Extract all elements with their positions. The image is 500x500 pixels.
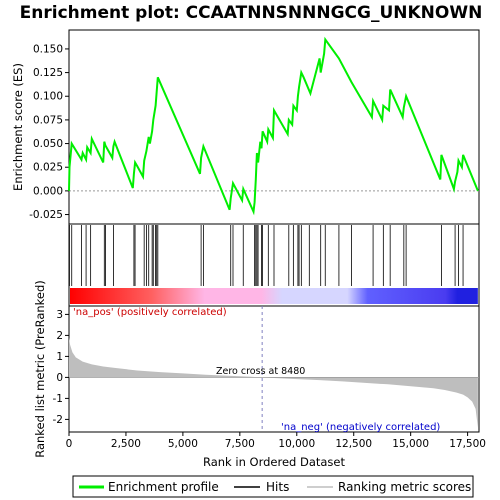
x-tick-label: 12,500 <box>335 438 372 450</box>
es-ytick-label: 0.000 <box>33 185 63 197</box>
metric-y-axis: -2 -1 0 1 2 3 <box>53 309 69 426</box>
es-y-axis-label: Enrichment score (ES) <box>11 63 25 191</box>
x-tick-label: 2,500 <box>111 438 141 450</box>
x-tick-label: 10,000 <box>278 438 315 450</box>
legend-metric-label: Ranking metric scores <box>338 480 471 494</box>
chart-title: Enrichment plot: CCAATNNSNNNGCG_UNKNOWN <box>20 3 483 23</box>
metric-ytick-label: -1 <box>53 393 63 405</box>
metric-ytick-label: 1 <box>56 351 63 363</box>
x-axis-label: Rank in Ordered Dataset <box>203 455 346 469</box>
legend-profile-label: Enrichment profile <box>108 480 219 494</box>
es-ytick-label: 0.125 <box>33 67 63 79</box>
x-axis: 0 2,500 5,000 7,500 10,000 12,500 15,000 17,500 <box>66 432 486 450</box>
metric-ytick-label: 3 <box>56 309 63 321</box>
es-ytick-label: 0.100 <box>33 91 63 103</box>
legend: Enrichment profile Hits Ranking metric s… <box>72 475 474 498</box>
zero-cross-label: Zero cross at 8480 <box>216 366 305 377</box>
metric-ytick-label: 0 <box>56 372 63 384</box>
x-tick-label: 7,500 <box>225 438 255 450</box>
es-ytick-label: 0.075 <box>33 114 63 126</box>
metric-ytick-label: 2 <box>56 330 63 342</box>
color-bar-fill <box>70 288 478 304</box>
rank-color-bar <box>70 288 478 304</box>
ranking-metric-area <box>69 337 478 428</box>
hit-markers <box>69 225 464 286</box>
na-pos-label: 'na_pos' (positively correlated) <box>73 307 227 318</box>
x-tick-label: 0 <box>66 438 73 450</box>
es-y-axis: -0.025 0.000 0.025 0.050 0.075 0.100 0.125 0.15… <box>29 43 69 221</box>
legend-frame <box>72 475 474 498</box>
es-ytick-label: -0.025 <box>29 209 63 221</box>
es-ytick-label: 0.150 <box>33 43 63 55</box>
na-neg-label: 'na_neg' (negatively correlated) <box>281 422 440 433</box>
x-tick-label: 15,000 <box>392 438 429 450</box>
legend-hits-label: Hits <box>266 480 289 494</box>
x-tick-label: 5,000 <box>168 438 198 450</box>
x-tick-label: 17,500 <box>449 438 486 450</box>
enrichment-profile-line <box>68 36 479 216</box>
es-ytick-label: 0.025 <box>33 162 63 174</box>
es-ytick-label: 0.050 <box>33 138 63 150</box>
metric-y-axis-label: Ranked list metric (PreRanked) <box>33 280 47 458</box>
metric-ytick-label: -2 <box>53 414 63 426</box>
